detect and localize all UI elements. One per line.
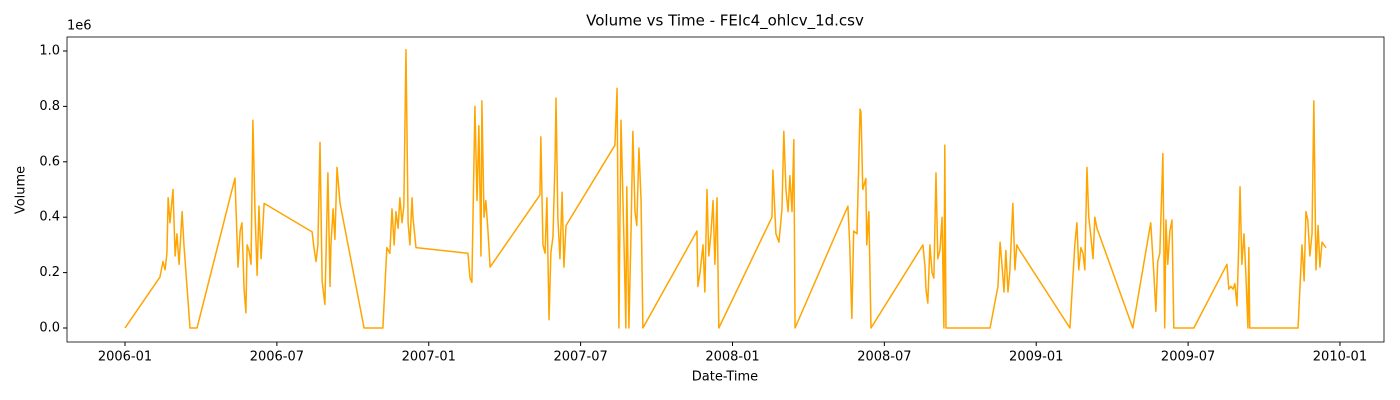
x-tick-label: 2010-01 [1313, 350, 1367, 365]
y-tick-label: 1.0 [39, 43, 60, 58]
x-tick-label: 2006-01 [98, 350, 152, 365]
x-tick-label: 2008-01 [705, 350, 759, 365]
x-tick-label: 2006-07 [250, 350, 304, 365]
x-tick-label: 2007-01 [402, 350, 456, 365]
axes-frame [66, 36, 1385, 343]
data-line [124, 48, 1327, 329]
y-tick-label: 0.2 [39, 265, 60, 280]
y-offset-label: 1e6 [67, 19, 92, 34]
x-tick-label: 2007-07 [553, 350, 607, 365]
y-tick-label: 0.0 [39, 321, 60, 336]
y-tick-label: 0.6 [39, 154, 60, 169]
x-axis-label: Date-Time [692, 370, 758, 385]
y-tick-label: 0.8 [39, 99, 60, 114]
chart-title: Volume vs Time - FEIc4_ohlcv_1d.csv [586, 12, 864, 31]
x-tick-label: 2009-01 [1009, 350, 1063, 365]
y-tick-label: 0.4 [39, 210, 60, 225]
x-tick-label: 2008-07 [857, 350, 911, 365]
x-tick-label: 2009-07 [1161, 350, 1215, 365]
y-axis-label: Volume [14, 166, 29, 214]
